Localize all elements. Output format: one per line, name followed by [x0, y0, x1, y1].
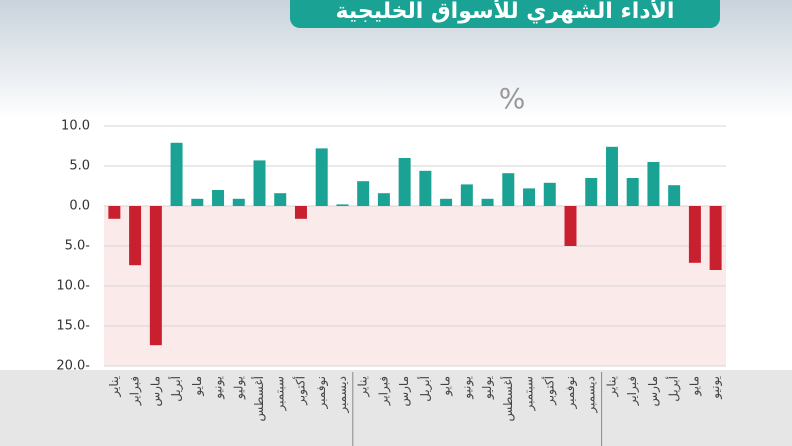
chart-title: الأداء الشهري للأسواق الخليجية [336, 0, 675, 24]
bar [440, 198, 453, 206]
bar [170, 142, 183, 206]
y-tick-label: 5.0- [65, 239, 91, 254]
bar [398, 158, 411, 206]
bar [191, 198, 204, 206]
title-banner [290, 0, 720, 28]
x-tick-label: فبراير [625, 376, 640, 406]
y-tick-label: 0.0 [69, 199, 90, 214]
unit-label: % [499, 82, 526, 115]
bar [523, 188, 536, 206]
bar [647, 162, 660, 206]
bar [564, 206, 577, 246]
bar [626, 178, 639, 206]
x-tick-label: أبريل [168, 376, 184, 402]
x-tick-label: فبراير [376, 376, 391, 406]
x-tick-label: ديسمبر [584, 376, 599, 414]
x-tick-label: أغسطس [251, 376, 267, 421]
y-tick-label: 10.0 [61, 119, 90, 134]
x-tick-label: أكتوبر [541, 376, 557, 406]
label-band [0, 370, 792, 446]
x-tick-label: ديسمبر [335, 376, 350, 414]
bar [543, 182, 556, 206]
bar [419, 170, 432, 206]
y-tick-label: 20.0- [56, 359, 90, 374]
x-tick-label: مارس [397, 376, 412, 407]
x-tick-label: يناير [356, 376, 371, 398]
bar [336, 204, 349, 206]
x-tick-label: نوفمبر [314, 376, 329, 409]
x-tick-label: فبراير [128, 376, 143, 406]
x-tick-label: مارس [148, 376, 163, 407]
bar [502, 173, 515, 206]
bar [460, 184, 473, 206]
x-tick-label: نوفمبر [563, 376, 578, 409]
bar [481, 198, 494, 206]
x-tick-label: مايو [687, 376, 702, 397]
bar [212, 190, 225, 206]
bar [315, 148, 328, 206]
y-tick-label: 5.0 [69, 159, 90, 174]
bar [253, 160, 266, 206]
x-tick-label: أغسطس [500, 376, 516, 421]
y-tick-label: 15.0- [56, 319, 90, 334]
x-tick-label: يوليو [480, 376, 495, 400]
bar [274, 193, 287, 206]
x-tick-label: مايو [439, 376, 454, 397]
bar [709, 206, 722, 270]
bar [129, 206, 142, 266]
bar [585, 178, 598, 206]
x-tick-label: يونيو [459, 376, 474, 400]
x-tick-label: أبريل [417, 376, 433, 402]
bar [294, 206, 307, 219]
x-tick-label: يناير [107, 376, 122, 398]
bar [377, 193, 390, 206]
bar [668, 185, 681, 206]
bar [357, 181, 370, 206]
x-tick-label: يناير [604, 376, 619, 398]
x-tick-label: سبتمبر [522, 376, 537, 411]
x-tick-label: مارس [646, 376, 661, 407]
x-tick-label: أكتوبر [292, 376, 308, 406]
x-tick-label: أبريل [666, 376, 682, 402]
y-tick-label: 10.0- [56, 279, 90, 294]
x-tick-label: يوليو [231, 376, 246, 400]
x-tick-label: يونيو [211, 376, 226, 400]
x-tick-label: سبتمبر [273, 376, 288, 411]
x-tick-label: مايو [190, 376, 205, 397]
bar [688, 206, 701, 263]
x-tick-label: يونيو [708, 376, 723, 400]
bar [149, 206, 162, 346]
bar [232, 198, 245, 206]
bar [605, 146, 618, 206]
bar [108, 206, 121, 219]
